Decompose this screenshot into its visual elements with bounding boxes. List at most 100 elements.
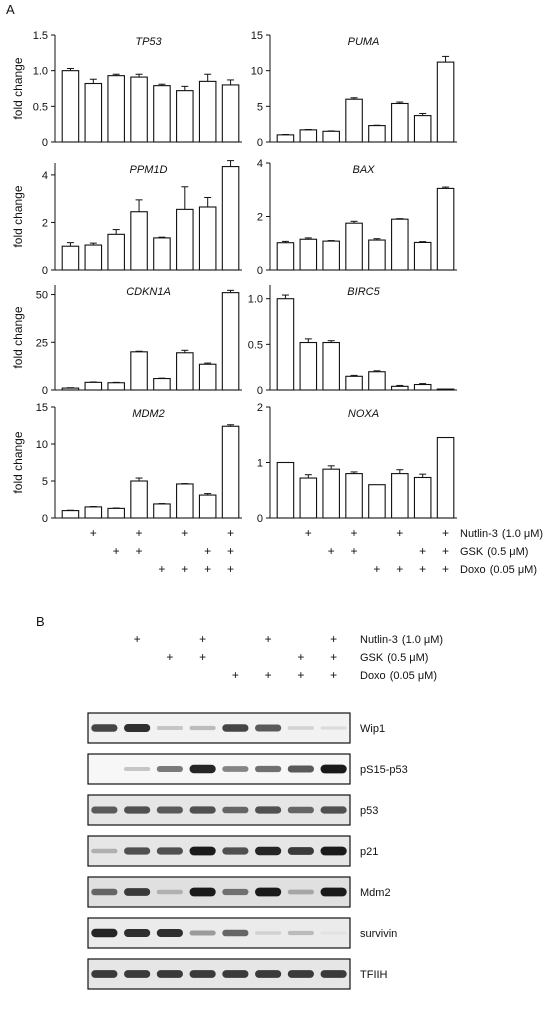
plus-mark: + [305, 526, 312, 540]
treatment-name: Nutlin-3 [460, 528, 498, 540]
band [222, 847, 249, 855]
blot-wip1: Wip1 [87, 712, 385, 744]
panel-a-treatment-doxo: Doxo (0.05 μM) [460, 564, 537, 576]
band [287, 930, 314, 936]
bar [391, 102, 409, 143]
plus-mark: + [330, 632, 337, 646]
band [124, 723, 151, 733]
band [189, 970, 216, 978]
bar [84, 381, 103, 391]
band [189, 846, 216, 856]
bar [153, 85, 171, 143]
bar [153, 503, 171, 519]
band [156, 928, 183, 938]
chart-puma: 0 5 10 15 PUMA [251, 30, 457, 149]
blot-label: p21 [360, 846, 378, 858]
bar [391, 218, 409, 271]
y-tick-label: 2 [42, 217, 48, 229]
treatment-dose: (0.05 μM) [490, 564, 537, 576]
y-tick-label: 25 [36, 337, 48, 349]
blot-label: survivin [360, 928, 397, 940]
y-tick-label: 0 [257, 513, 263, 525]
y-tick-label: 0 [42, 385, 48, 397]
y-tick-label: 1.5 [33, 30, 48, 42]
y-tick-label: 15 [36, 402, 48, 414]
band [222, 724, 249, 732]
bar [107, 507, 125, 519]
band [91, 724, 118, 732]
plus-mark: + [442, 526, 449, 540]
panel-a-label: A [6, 2, 15, 17]
bar [322, 130, 340, 143]
y-tick-label: 0 [42, 513, 48, 525]
y-tick-label: 5 [257, 101, 263, 113]
treatment-dose: (0.05 μM) [390, 670, 437, 682]
plus-mark: + [227, 544, 234, 558]
band [255, 931, 282, 935]
band [91, 888, 118, 896]
blot-survivin: survivin [87, 917, 397, 949]
y-tick-label: 1.0 [248, 294, 263, 306]
chart-title: CDKN1A [126, 286, 171, 298]
plus-mark: + [442, 562, 449, 576]
bar [345, 98, 363, 143]
western-blot-panel: Wip1 pS15-p53 p53 p21 Mdm2 survivin TFIIH [87, 712, 408, 990]
plus-mark: + [113, 544, 120, 558]
treatment-dose: (0.5 μM) [387, 652, 428, 664]
y-tick-label: 0 [42, 137, 48, 149]
plus-mark: + [265, 632, 272, 646]
chart-cdkn1a: 0 25 50 CDKN1A fold change [11, 285, 242, 397]
y-tick-label: 15 [251, 30, 263, 42]
bar [276, 242, 295, 271]
y-tick-label: 4 [42, 170, 48, 182]
bar [130, 351, 148, 391]
bar [176, 90, 194, 143]
bar [176, 483, 194, 519]
chart-title: PUMA [348, 36, 380, 48]
plus-mark: + [166, 650, 173, 664]
bar [198, 80, 217, 143]
bar [221, 166, 240, 271]
treatment-name: Nutlin-3 [360, 634, 398, 646]
band [189, 930, 216, 936]
bar [84, 506, 103, 519]
band [156, 970, 183, 978]
bar [153, 377, 171, 391]
plus-mark: + [204, 544, 211, 558]
blot-label: p53 [360, 805, 378, 817]
y-tick-label: 0.5 [248, 339, 263, 351]
bar [436, 436, 455, 519]
bar [130, 480, 148, 519]
band [156, 847, 183, 855]
plus-mark: + [136, 544, 143, 558]
band [287, 889, 314, 895]
band [189, 725, 216, 731]
bar [413, 115, 432, 143]
bar [413, 241, 432, 271]
y-tick-label: 10 [251, 66, 263, 78]
bar [221, 425, 240, 519]
band [320, 846, 347, 856]
y-tick-label: 0 [257, 137, 263, 149]
band [255, 765, 282, 773]
y-axis-label: fold change [11, 185, 25, 247]
plus-mark: + [330, 668, 337, 682]
bar [61, 70, 80, 143]
band [320, 806, 347, 814]
band [189, 806, 216, 814]
band [320, 726, 347, 730]
bar [413, 476, 432, 519]
band [156, 806, 183, 814]
chart-birc5: 0 0.5 1.0 BIRC5 [248, 285, 457, 397]
panel-b-treatment-doxo: Doxo (0.05 μM) [360, 670, 437, 682]
band [287, 806, 314, 814]
plus-mark: + [373, 562, 380, 576]
plus-mark: + [158, 562, 165, 576]
bar [322, 240, 340, 271]
bar [61, 387, 80, 391]
band [124, 767, 151, 771]
plus-mark: + [442, 544, 449, 558]
plus-mark: + [134, 632, 141, 646]
